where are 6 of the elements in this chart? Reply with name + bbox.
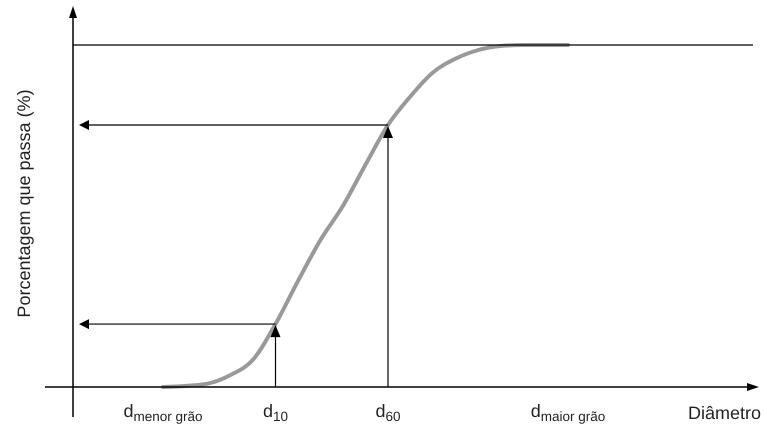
x-tick-label: d$_{60}$ [375, 401, 401, 424]
y-axis-title: Porcentagem que passa (%) [14, 89, 34, 318]
x-tick-label: d$_{menor grão}$ [123, 401, 203, 424]
x-tick-label: d$_{maior grão}$ [530, 401, 606, 424]
x-tick-label: d$_{10}$ [262, 401, 288, 424]
x-axis-title: Diâmetro [688, 403, 761, 423]
